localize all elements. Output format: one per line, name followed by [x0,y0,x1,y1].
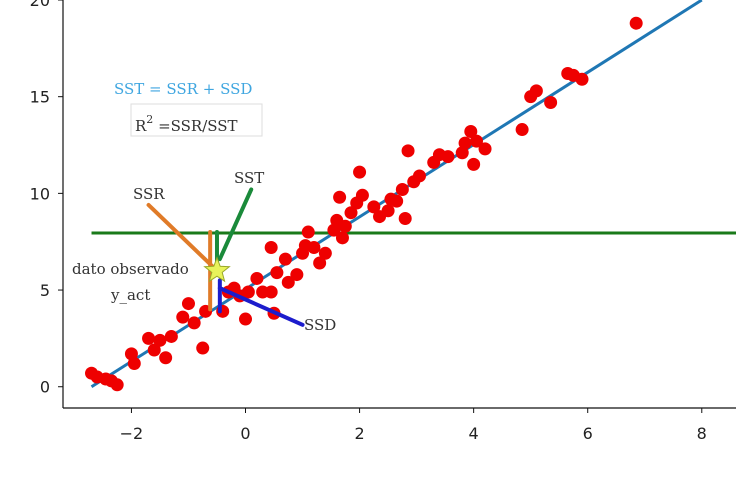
x-tick-label: 2 [354,424,364,443]
data-point [270,266,284,280]
annotation-labels: SST = SSR + SSD R2 =SSR/SST SSR SST SSD … [72,80,336,334]
ssd-line [217,286,305,327]
data-point [338,219,352,233]
y-tick-label: 10 [30,184,50,203]
data-point [313,256,327,270]
annotation-segments [146,187,305,327]
data-point [367,200,381,214]
sst-line [217,187,254,262]
data-point [575,72,589,86]
data-point [307,241,321,255]
data-point [176,310,190,324]
x-tick-label: −2 [120,424,144,443]
observed-label: dato observado [72,260,189,278]
x-tick-label: 0 [240,424,250,443]
highlight-star [203,256,231,283]
data-point [335,231,349,245]
data-point [239,312,253,326]
data-point [469,134,483,148]
r2-exponent: 2 [146,113,153,126]
data-point [464,124,478,138]
observed-sublabel: y_act [110,286,150,304]
data-point [147,343,161,357]
x-tick-label: 6 [583,424,593,443]
data-point [381,204,395,218]
data-point [142,331,156,345]
y-tick-label: 15 [30,88,50,107]
formula-label: SST = SSR + SSD [114,80,252,98]
data-point [264,241,278,255]
data-point [467,157,481,171]
data-point [127,357,141,371]
data-point [187,316,201,330]
data-point [241,285,255,299]
data-point [318,246,332,260]
data-point [278,252,292,266]
x-tick-label: 8 [697,424,707,443]
r2-label: R2 =SSR/SST [135,113,238,135]
y-tick-label: 0 [40,378,50,397]
data-point [515,123,529,137]
data-point [412,169,426,183]
data-point [544,95,558,109]
data-point [164,329,178,343]
data-point [333,190,347,204]
data-point [529,84,543,98]
data-point [196,341,210,355]
data-point [181,297,195,311]
data-point [395,182,409,196]
y-tick-label: 5 [40,281,50,300]
data-point [159,351,173,365]
r2-base: R [135,117,147,135]
data-point [264,285,278,299]
data-point [301,225,315,239]
data-point [153,333,167,347]
y-tick-label: 20 [30,0,50,10]
data-point [629,16,643,30]
data-point [281,275,295,289]
ssd-label: SSD [304,316,336,334]
data-point [344,206,358,220]
axes: −2 0 2 4 6 8 0 5 10 15 20 [30,0,736,443]
ssr-line [146,202,219,273]
data-point [478,142,492,156]
highlight-group [203,256,231,283]
ssr-label: SSR [133,185,165,203]
data-point [458,136,472,150]
data-point [110,378,124,392]
data-point [250,271,264,285]
data-point [355,188,369,202]
data-points [85,16,643,392]
r2-box [130,103,263,137]
data-point [398,212,412,226]
data-point [401,144,415,158]
x-tick-label: 4 [469,424,479,443]
sst-label: SST [234,169,264,187]
r2-rest: =SSR/SST [153,117,237,135]
data-point [441,150,455,164]
data-point [290,268,304,282]
data-point [390,194,404,208]
data-point [353,165,367,179]
